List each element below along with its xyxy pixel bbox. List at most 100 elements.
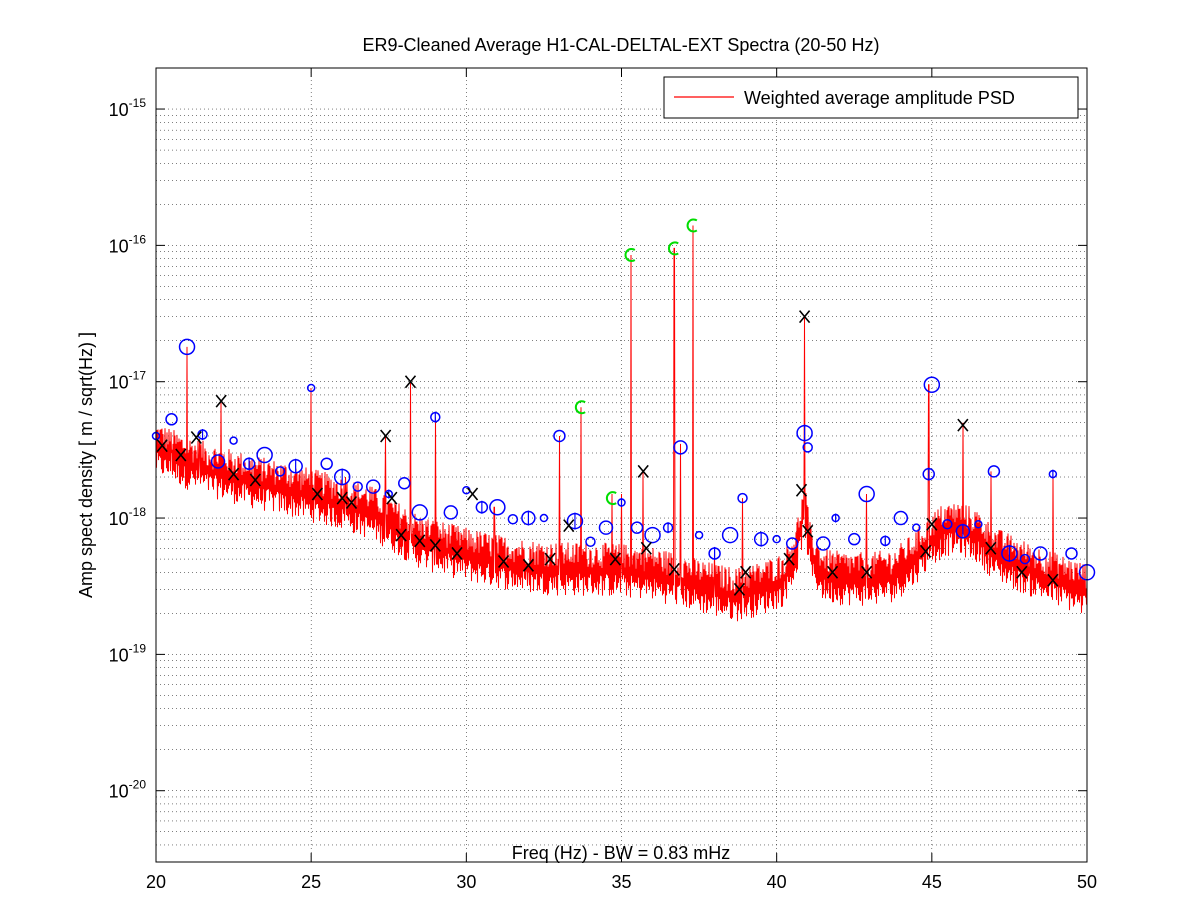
blue-marker-circle [772,534,781,544]
blue-marker-circle [815,536,831,551]
x-axis-label: Freq (Hz) - BW = 0.83 mHz [512,843,731,863]
x-tick-label: 35 [611,872,631,892]
line-markers [151,218,1096,596]
blue-marker-circle [987,465,1001,478]
black-x-marker [190,430,202,444]
blue-marker-circle [721,526,739,544]
blue-marker-circle [630,521,644,534]
blue-marker-circle [848,532,861,546]
black-x-marker [175,448,187,462]
black-x-marker [861,565,873,579]
x-tick-label: 25 [301,872,321,892]
black-x-marker [1016,565,1028,579]
blue-marker-circle [858,485,875,503]
black-x-marker [345,495,358,510]
y-axis-label: Amp spect density [ m / sqrt(Hz) ] [76,332,96,598]
x-tick-label: 40 [767,872,787,892]
blue-marker-circle [553,429,566,443]
black-x-marker [783,552,795,566]
blue-marker-circle [507,513,519,525]
black-x-marker [826,565,839,579]
blue-marker-circle [320,457,333,471]
black-x-marker [395,528,407,542]
blue-marker-circle [165,413,178,426]
black-x-marker [215,394,227,408]
black-x-marker [336,491,348,505]
blue-marker-circle [274,466,286,477]
legend-label: Weighted average amplitude PSD [744,88,1015,108]
black-x-marker [740,565,752,579]
black-x-marker [522,558,535,572]
y-tick-label: 10-20 [109,778,147,802]
black-x-marker [1047,573,1059,587]
black-x-marker [563,519,575,533]
blue-marker-circle [673,440,688,455]
black-x-marker [227,467,240,481]
black-x-marker [957,418,969,432]
blue-marker-circle [256,446,273,464]
axis-ticks: 20 25 30 35 40 45 50 10-20 10-19 10-18 10-17 10-16 1… [109,68,1097,892]
green-marker [574,400,586,415]
blue-marker-circle [737,492,748,504]
blue-marker-circle [942,519,953,530]
x-tick-label: 30 [456,872,476,892]
y-tick-label: 10-18 [109,505,147,529]
green-marker [668,241,679,256]
blue-marker-circle [178,338,196,356]
blue-marker-circle [923,376,941,393]
green-marker [624,248,636,262]
blue-marker-circle [585,536,596,548]
psd-line [155,225,1088,622]
black-x-marker [920,544,932,558]
black-x-marker [414,534,426,548]
blue-marker-circle [974,520,983,529]
blue-marker-circle [694,530,704,540]
psd-series [155,225,1088,622]
blue-marker-circle [893,510,909,526]
blue-marker-circle [411,504,429,521]
blue-marker-circle [1065,547,1078,560]
black-x-marker [429,538,441,552]
blue-marker-circle [443,505,459,520]
chart-title: ER9-Cleaned Average H1-CAL-DELTAL-EXT Sp… [363,35,880,55]
grid-lines [156,68,1087,862]
black-x-marker [156,439,168,453]
blue-marker-circle [352,481,363,492]
black-x-marker [637,464,649,478]
blue-marker-circle [229,436,238,445]
black-x-marker [609,552,621,566]
blue-marker-circle [1019,553,1031,565]
black-x-marker [798,310,811,324]
x-tick-label: 45 [922,872,942,892]
black-x-marker [497,554,510,569]
black-x-marker [795,483,808,497]
blue-marker-circle [1033,546,1048,561]
blue-marker-circle [644,526,661,544]
y-tick-label: 10-16 [109,232,147,256]
black-x-marker [544,552,556,566]
blue-marker-circle [398,476,411,490]
black-x-marker [386,491,398,505]
blue-marker-circle [306,383,316,393]
x-tick-label: 20 [146,872,166,892]
blue-marker-circle [489,498,506,516]
black-x-marker [802,524,814,538]
blue-marker-circle [598,520,614,535]
blue-marker-circle [912,523,921,532]
blue-marker-circle [365,479,381,494]
black-x-marker [451,546,463,560]
black-x-marker [466,487,479,501]
black-x-marker [404,375,417,389]
y-tick-label: 10-15 [109,96,147,120]
black-x-marker [668,562,680,576]
legend: Weighted average amplitude PSD [663,76,1079,119]
black-x-marker [311,487,323,501]
black-x-marker [380,429,392,443]
green-marker [686,218,698,233]
x-tick-label: 50 [1077,872,1097,892]
black-x-marker [985,541,997,555]
green-marker [605,491,617,506]
blue-marker-circle [539,513,549,523]
black-x-marker [733,582,746,596]
